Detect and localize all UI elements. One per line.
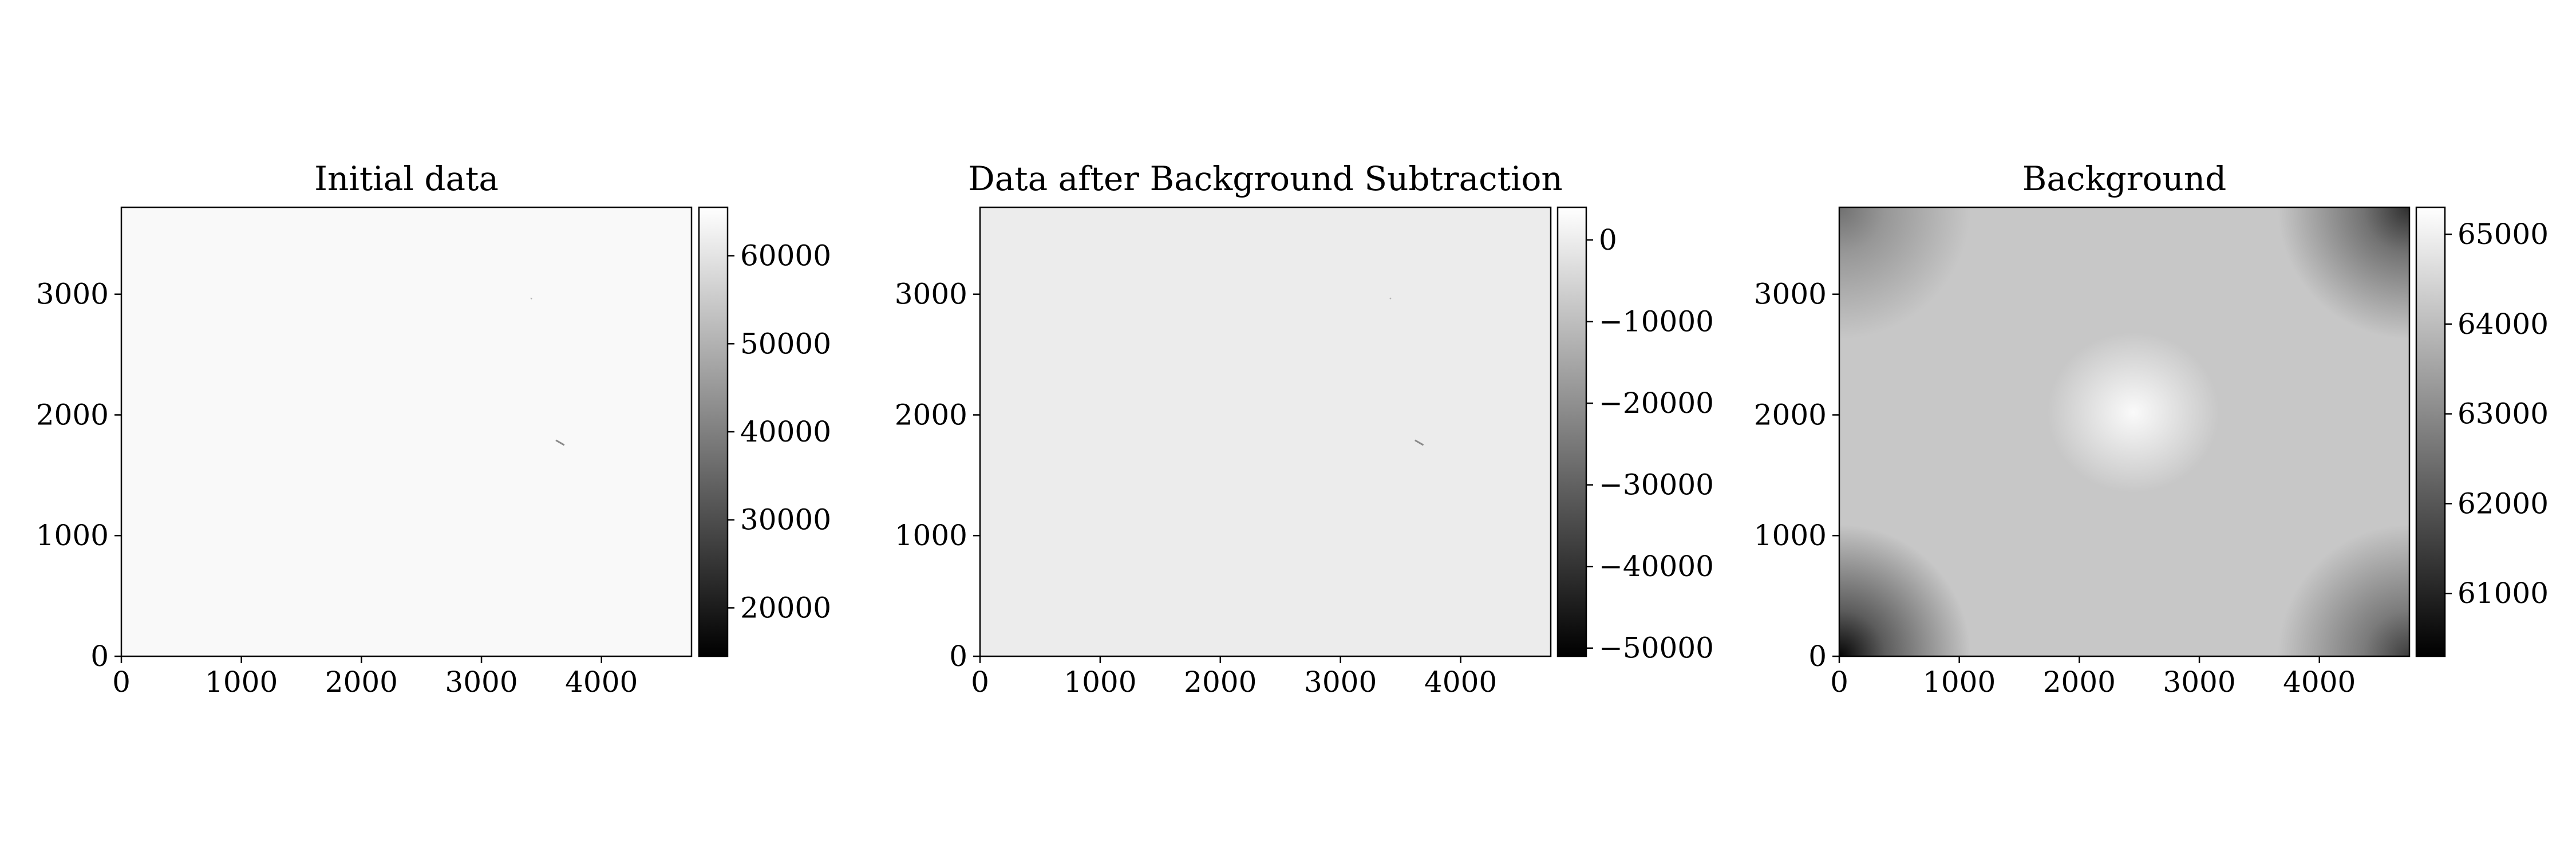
colorbar-tick-label: 61000: [2458, 577, 2549, 610]
x-tick-label: 4000: [1424, 665, 1497, 699]
colorbar-tick-label: 20000: [740, 591, 831, 624]
image-base: [121, 207, 692, 656]
speck-feature: [530, 297, 532, 300]
y-tick-label: 3000: [1754, 278, 1827, 311]
y-tick-label: 1000: [1754, 519, 1827, 552]
colorbar-tick-label: 65000: [2458, 218, 2549, 251]
panel-title: Initial data: [314, 159, 499, 198]
colorbar-tick-label: 0: [1599, 223, 1617, 257]
colorbar-tick-label: 62000: [2458, 487, 2549, 520]
colorbar: [2415, 206, 2446, 657]
x-tick-label: 4000: [565, 665, 638, 699]
y-tick-label: 2000: [36, 398, 109, 431]
y-tick-label: 2000: [895, 398, 967, 431]
y-tick-label: 3000: [36, 278, 109, 311]
colorbar-tick-label: 40000: [740, 415, 831, 448]
colorbar-tick-label: −50000: [1599, 632, 1714, 665]
colorbar-tick-label: 60000: [740, 239, 831, 273]
dark-corner: [2278, 525, 2409, 656]
y-tick-label: 1000: [36, 519, 109, 552]
x-tick-label: 0: [971, 665, 989, 699]
x-tick-label: 3000: [445, 665, 517, 699]
x-tick-label: 1000: [205, 665, 278, 699]
x-tick-label: 2000: [2043, 665, 2116, 699]
x-tick-label: 2000: [1184, 665, 1257, 699]
axes-frame: [979, 206, 1552, 657]
panel-2: Data after Background Subtraction 0 1000 20…: [895, 159, 1714, 699]
x-tick-label: 0: [112, 665, 131, 699]
speck-feature: [1389, 297, 1392, 300]
image-base: [980, 207, 1551, 656]
colorbar-tick-label: 50000: [740, 327, 831, 360]
colorbar-tick-label: 30000: [740, 503, 831, 537]
dark-corner: [1839, 525, 1971, 656]
streak-feature: [1415, 439, 1424, 446]
dark-corner: [1839, 207, 1971, 339]
x-tick-label: 3000: [1304, 665, 1377, 699]
x-tick-label: 3000: [2163, 665, 2235, 699]
colorbar-tick-label: −10000: [1599, 305, 1714, 338]
x-tick-label: 2000: [325, 665, 398, 699]
panel-title: Data after Background Subtraction: [968, 159, 1563, 198]
image-area: [121, 207, 692, 656]
panel-title: Background: [2022, 159, 2226, 198]
x-tick-label: 1000: [1923, 665, 1996, 699]
colorbar-tick-label: −20000: [1599, 387, 1714, 420]
y-tick-label: 0: [1808, 640, 1827, 673]
axes-frame: [120, 206, 693, 657]
y-tick-label: 0: [949, 640, 967, 673]
dark-corner: [2278, 207, 2409, 339]
streak-feature: [555, 439, 565, 446]
x-tick-label: 1000: [1064, 665, 1136, 699]
colorbar-tick-label: 63000: [2458, 397, 2549, 431]
colorbar: [1556, 206, 1587, 657]
y-tick-label: 2000: [1754, 398, 1827, 431]
colorbar-tick-label: −30000: [1599, 468, 1714, 502]
bright-spot: [2047, 332, 2219, 493]
colorbar-tick-label: −40000: [1599, 550, 1714, 583]
colorbar: [698, 206, 729, 657]
axes-frame: [1838, 206, 2411, 657]
y-tick-label: 0: [90, 640, 109, 673]
image-area: [1839, 207, 2409, 656]
panel-3: Background 0 1000 2000 3000 4000 0 1000 2000 3000…: [1754, 159, 2549, 699]
image-area: [980, 207, 1551, 656]
colorbar-tick-label: 64000: [2458, 308, 2549, 341]
y-tick-label: 1000: [895, 519, 967, 552]
y-tick-label: 3000: [895, 278, 967, 311]
x-tick-label: 0: [1830, 665, 1848, 699]
x-tick-label: 4000: [2283, 665, 2356, 699]
